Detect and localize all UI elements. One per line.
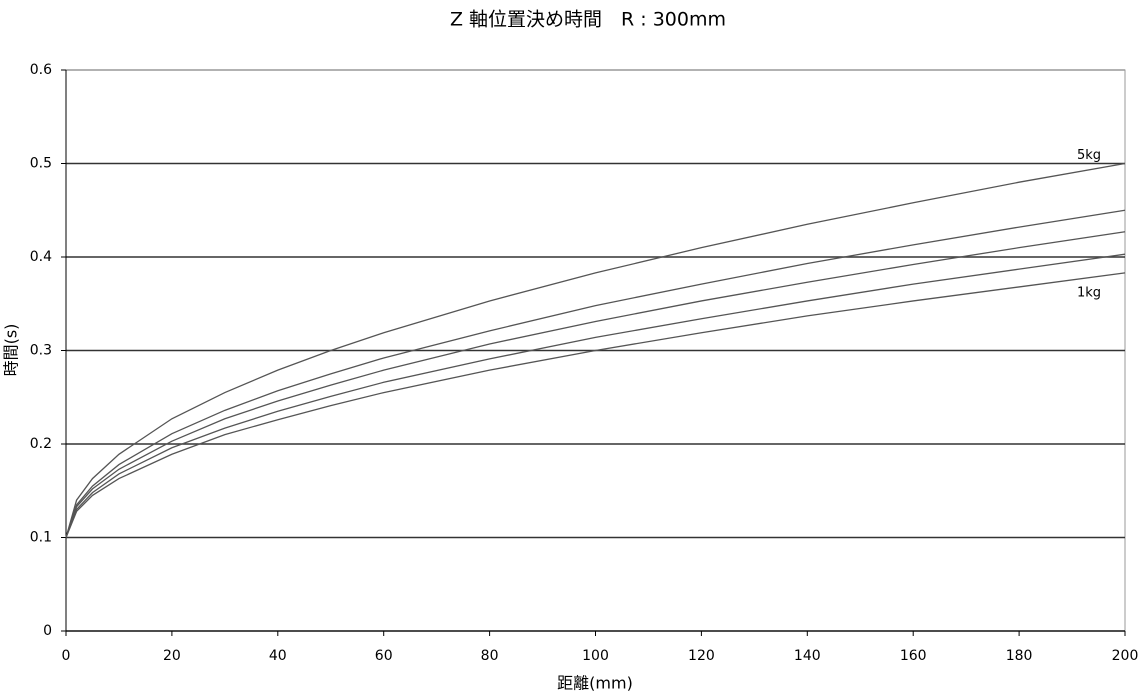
x-tick-label: 200 <box>1112 648 1139 664</box>
y-tick-label: 0.5 <box>30 156 52 172</box>
series-line <box>65 272 1126 538</box>
x-tick-label: 120 <box>688 648 715 664</box>
y-tick-label: 0 <box>43 623 52 639</box>
x-tick-label: 160 <box>900 648 927 664</box>
y-axis-label: 時間(s) <box>2 324 21 377</box>
series-line <box>65 231 1126 538</box>
x-tick-label: 140 <box>794 648 821 664</box>
annotation: 1kg <box>1077 285 1101 300</box>
series-line <box>65 253 1126 538</box>
x-tick-label: 0 <box>62 648 71 664</box>
x-axis-label: 距離(mm) <box>557 674 633 693</box>
chart-title: Z 軸位置決め時間 R : 300mm <box>450 9 726 31</box>
y-tick-label: 0.4 <box>30 249 52 265</box>
x-tick-label: 80 <box>481 648 499 664</box>
y-tick-label: 0.1 <box>30 530 52 546</box>
x-tick-label: 40 <box>269 648 287 664</box>
y-tick-label: 0.2 <box>30 436 52 452</box>
series-line <box>65 162 1126 538</box>
x-tick-label: 20 <box>163 648 181 664</box>
x-tick-label: 180 <box>1006 648 1033 664</box>
series-line <box>65 209 1126 538</box>
x-tick-label: 100 <box>582 648 609 664</box>
annotation: 5kg <box>1077 148 1101 163</box>
y-tick-label: 0.3 <box>30 343 52 359</box>
y-tick-label: 0.6 <box>30 62 52 78</box>
x-tick-label: 60 <box>375 648 393 664</box>
